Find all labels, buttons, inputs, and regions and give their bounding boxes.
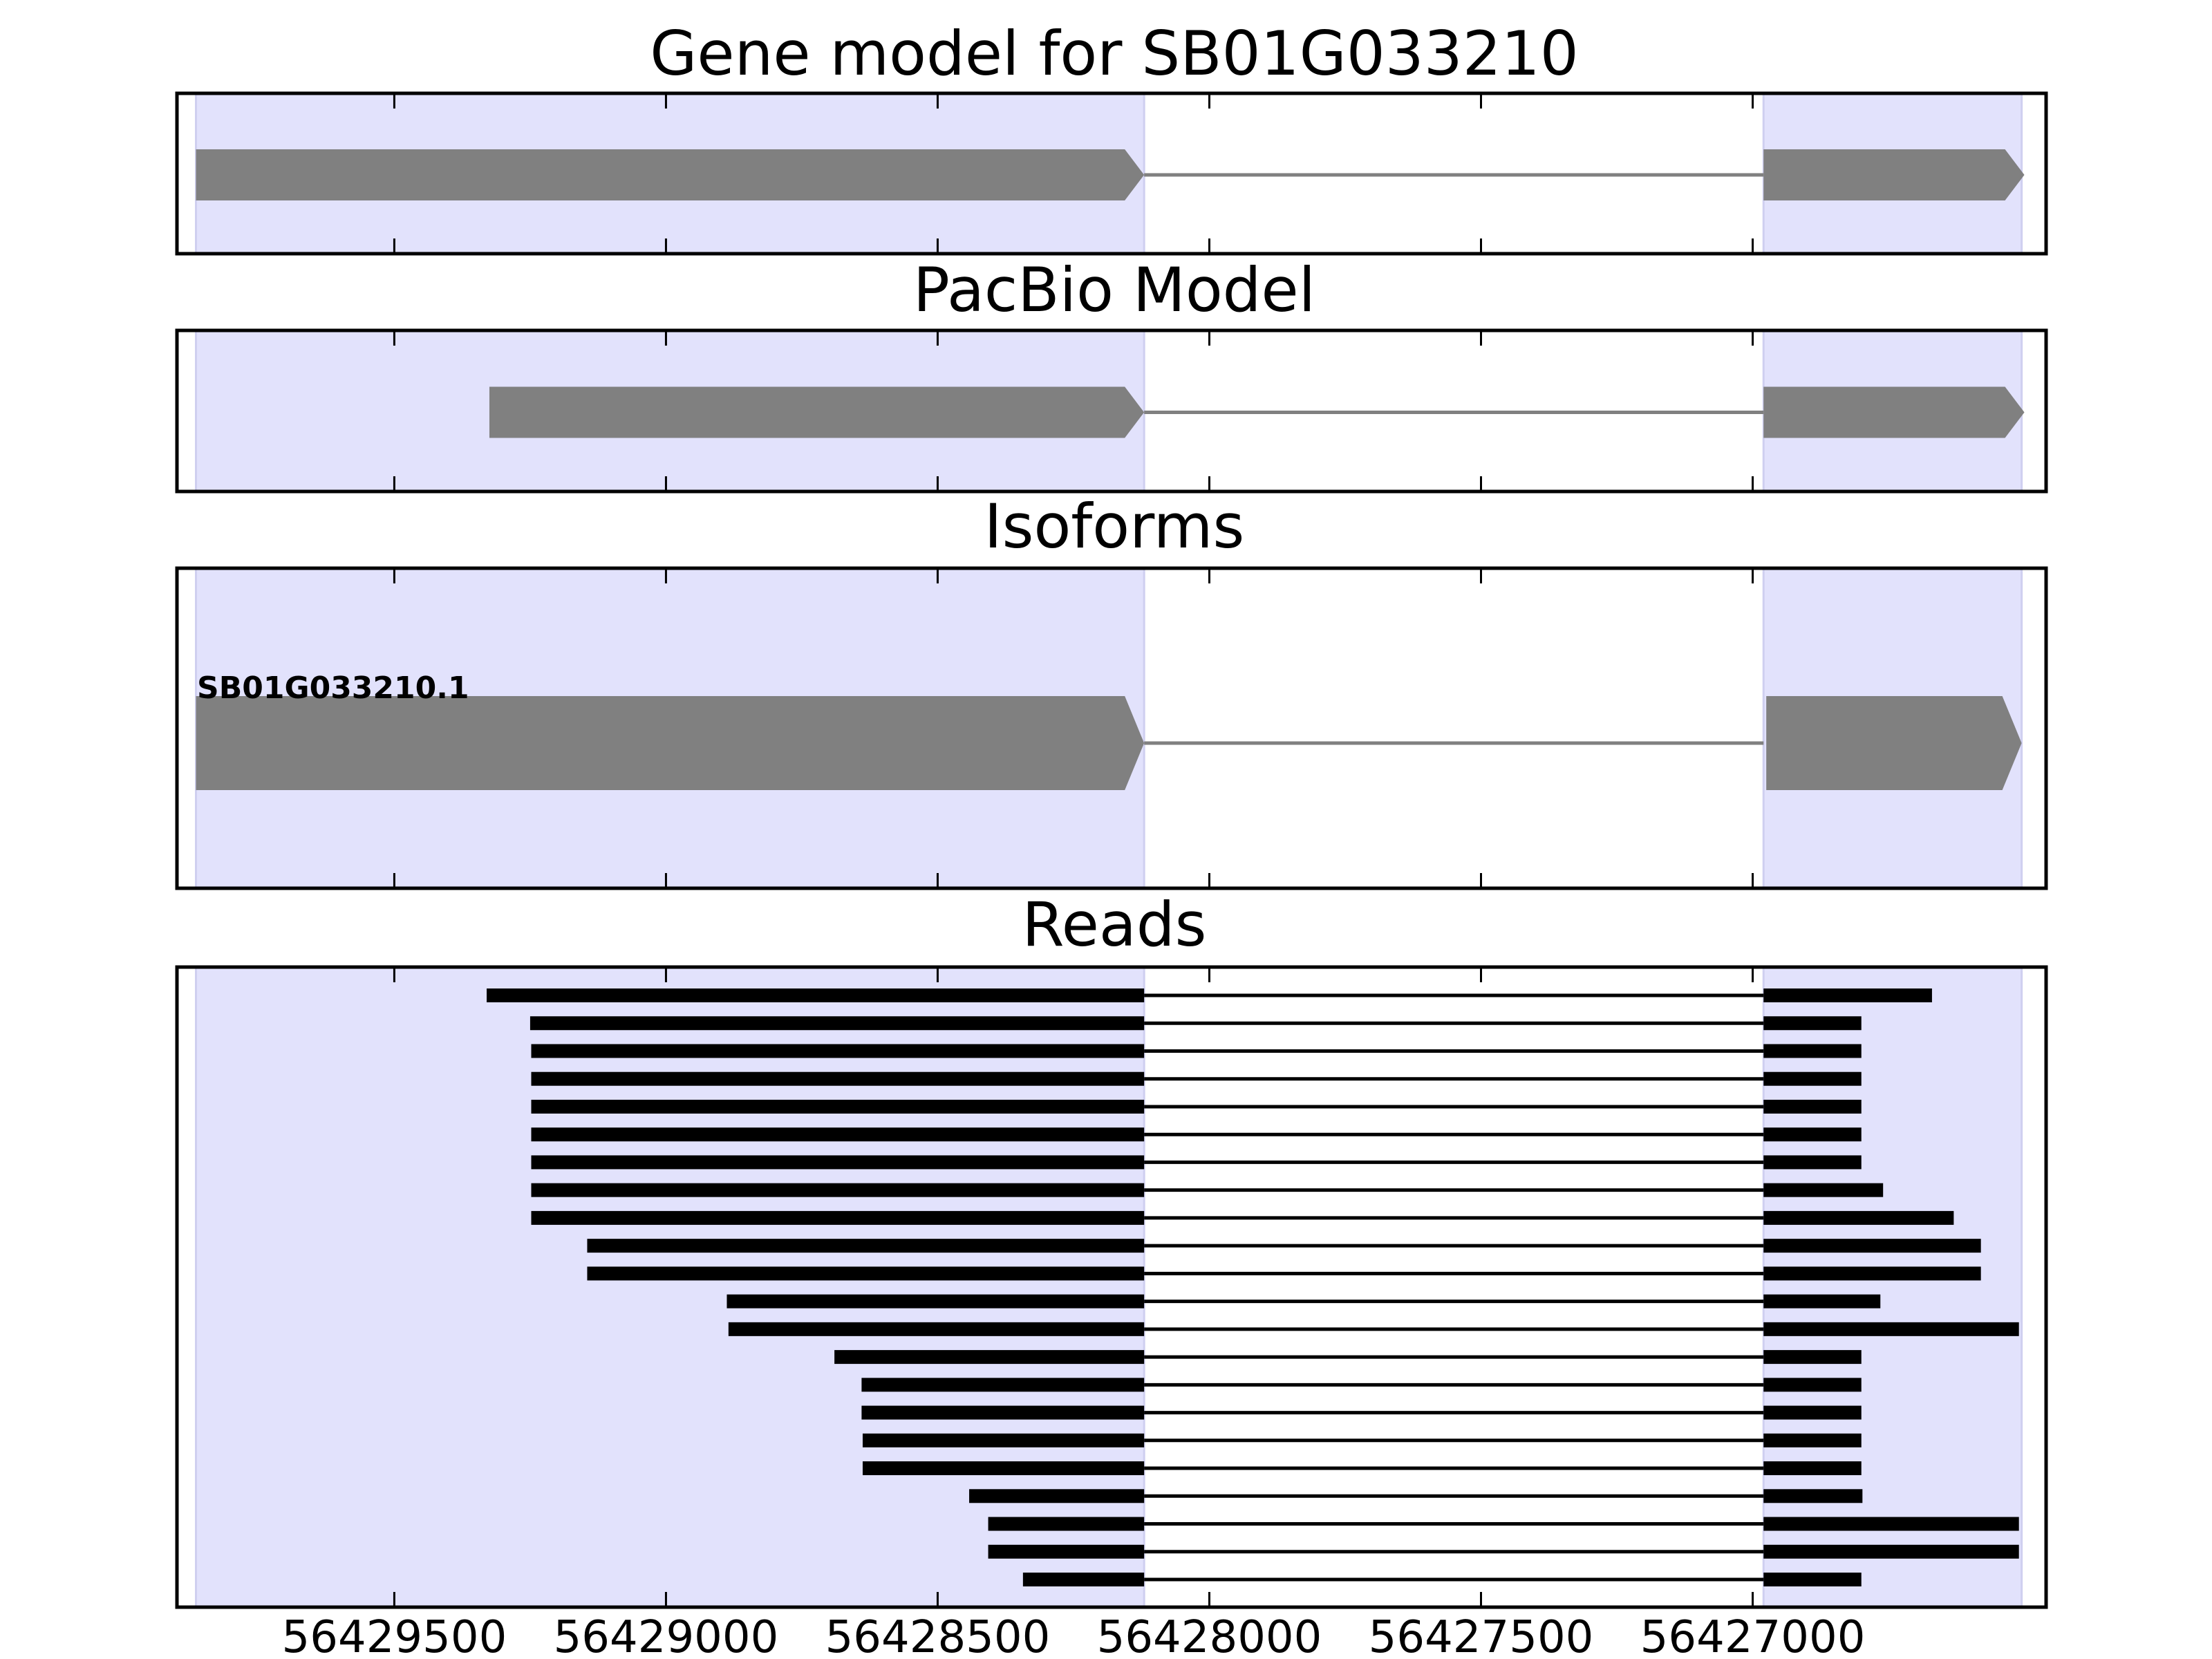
panel-frame	[175, 91, 2048, 256]
read-exon-1	[728, 1322, 1145, 1336]
x-tick-label: 56427500	[1369, 1612, 1594, 1659]
read-exon-2	[1763, 1044, 1862, 1058]
read-exon-1	[529, 1016, 1145, 1031]
panel-frame	[175, 328, 2048, 494]
read-exon-1	[531, 1127, 1145, 1142]
read-exon-2	[1763, 1294, 1881, 1309]
panel-frame	[175, 566, 2048, 890]
read-exon-2	[1763, 1517, 2019, 1531]
read-exon-2	[1763, 1489, 1863, 1503]
read-exon-1	[531, 1099, 1145, 1114]
read-exon-2	[1763, 1099, 1862, 1114]
read-exon-2	[1763, 1127, 1862, 1142]
read-exon-1	[861, 1405, 1145, 1420]
read-exon-1	[727, 1294, 1145, 1309]
read-exon-1	[969, 1489, 1145, 1503]
read-exon-2	[1763, 1155, 1862, 1170]
read-exon-2	[1763, 1239, 1981, 1253]
read-exon-2	[1763, 1378, 1862, 1392]
panel-title-pacbio-model: PacBio Model	[913, 254, 1315, 326]
read-exon-2	[1763, 1433, 1862, 1447]
read-exon-2	[1763, 1573, 1862, 1586]
read-exon-2	[1763, 1266, 1981, 1281]
x-tick-label: 56429000	[554, 1612, 779, 1659]
read-exon-2	[1763, 1405, 1862, 1420]
read-exon-2	[1763, 1322, 2019, 1336]
read-exon-1	[587, 1239, 1145, 1253]
read-exon-1	[531, 1044, 1145, 1058]
read-exon-1	[531, 1071, 1145, 1086]
read-exon-1	[988, 1544, 1145, 1559]
read-exon-2	[1763, 1071, 1862, 1086]
exon-2	[1763, 149, 2025, 200]
read-exon-1	[1022, 1573, 1145, 1586]
exon-2	[1766, 696, 2022, 790]
panel-title-reads: Reads	[1022, 889, 1207, 960]
exon-2	[1763, 386, 2025, 438]
panel-frame	[175, 965, 2048, 1609]
x-tick-label: 56429500	[282, 1612, 507, 1659]
exon-1	[196, 696, 1145, 790]
read-exon-1	[531, 1155, 1145, 1170]
read-exon-1	[862, 1461, 1145, 1476]
exon-1	[196, 149, 1145, 200]
read-exon-2	[1763, 1461, 1862, 1476]
read-exon-2	[1763, 988, 1932, 1002]
isoform-label: SB01G033210.1	[197, 671, 469, 706]
exon-region-band	[1762, 966, 2023, 1609]
exon-1	[489, 386, 1145, 438]
read-exon-2	[1763, 1183, 1884, 1197]
x-tick-label: 56428500	[825, 1612, 1051, 1659]
read-exon-2	[1763, 1544, 2019, 1559]
read-exon-1	[531, 1183, 1145, 1197]
x-tick-label: 56428000	[1097, 1612, 1322, 1659]
read-exon-2	[1763, 1350, 1862, 1365]
read-exon-1	[531, 1210, 1145, 1225]
read-exon-2	[1763, 1210, 1954, 1225]
read-exon-1	[861, 1378, 1145, 1392]
read-exon-1	[834, 1350, 1145, 1365]
read-exon-1	[862, 1433, 1145, 1447]
read-exon-1	[587, 1266, 1145, 1281]
x-tick-label: 56427000	[1640, 1612, 1866, 1659]
panel-title-gene-model: Gene model for SB01G033210	[650, 18, 1579, 89]
read-exon-2	[1763, 1016, 1862, 1031]
read-exon-1	[988, 1517, 1145, 1531]
exon-region-band	[195, 966, 1145, 1609]
read-exon-1	[487, 988, 1145, 1002]
panel-title-isoforms: Isoforms	[984, 491, 1245, 562]
